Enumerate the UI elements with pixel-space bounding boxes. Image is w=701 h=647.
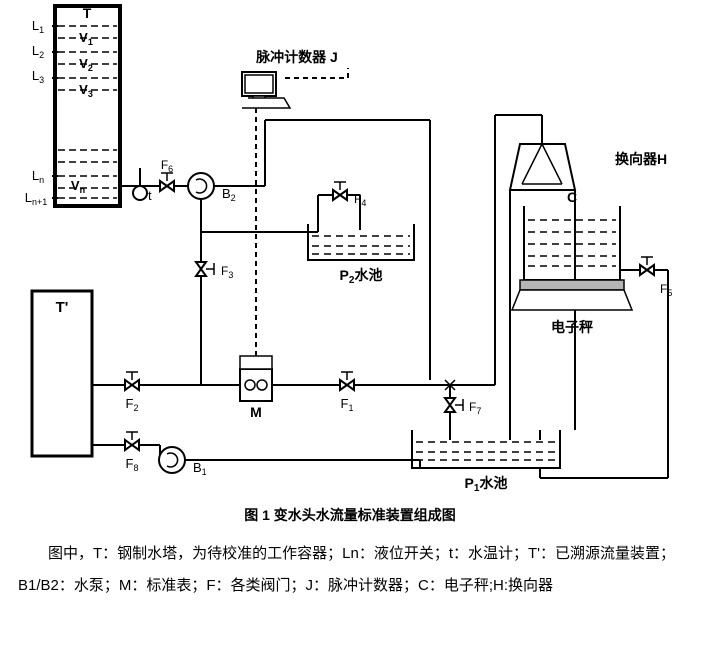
valve-F1-label: F1 xyxy=(341,396,354,413)
valve-F5-label: F5 xyxy=(660,282,672,298)
pool-P1-label: P1水池 xyxy=(465,475,508,494)
pump-B1-label: B1 xyxy=(193,460,207,477)
deflector-H-label: 换向器H xyxy=(615,151,667,167)
figure-caption: 图 1 变水头水流量标准装置组成图 xyxy=(244,507,456,523)
thermometer-label: t xyxy=(148,188,152,203)
valve-F8: F8 xyxy=(125,432,139,473)
pump-B2-label: B2 xyxy=(222,186,236,203)
container-C: C xyxy=(524,189,640,280)
tank-Tprime: T' xyxy=(32,291,92,456)
tank-T-label: T xyxy=(83,5,92,21)
valve-F3-label: F3 xyxy=(221,264,233,280)
meter-M: M xyxy=(240,356,272,420)
level-Lnp1: Ln+1 xyxy=(25,190,48,207)
pump-B2: B2 xyxy=(188,173,236,203)
level-L1: L1 xyxy=(32,18,44,35)
valve-F6-label: F6 xyxy=(161,158,173,174)
level-Ln: Ln xyxy=(32,168,44,185)
pump-B1: B1 xyxy=(159,447,207,477)
valve-F2: F2 xyxy=(125,372,139,413)
valve-F6: F6 xyxy=(160,158,174,191)
pulse-counter-label: 脉冲计数器 J xyxy=(255,49,338,65)
pool-P2: P2水池 xyxy=(308,224,414,286)
meter-M-label: M xyxy=(250,404,262,420)
valve-F2-label: F2 xyxy=(126,396,139,413)
scale: 电子秤 xyxy=(512,280,632,335)
pool-P1: P1水池 xyxy=(412,430,560,494)
container-C-label: C xyxy=(567,189,577,205)
level-L3: L3 xyxy=(32,68,44,85)
level-L2: L2 xyxy=(32,43,44,60)
legend-text: 图中，T：钢制水塔，为待校准的工作容器；Ln：液位开关；t：水温计；T'：已溯源… xyxy=(18,538,683,601)
valve-F8-label: F8 xyxy=(126,456,139,473)
pool-P2-label: P2水池 xyxy=(340,267,383,286)
valve-F7-label: F7 xyxy=(469,400,481,416)
scale-label: 电子秤 xyxy=(551,319,593,335)
valve-F1: F1 xyxy=(340,372,354,413)
tank-Tprime-label: T' xyxy=(56,299,69,316)
